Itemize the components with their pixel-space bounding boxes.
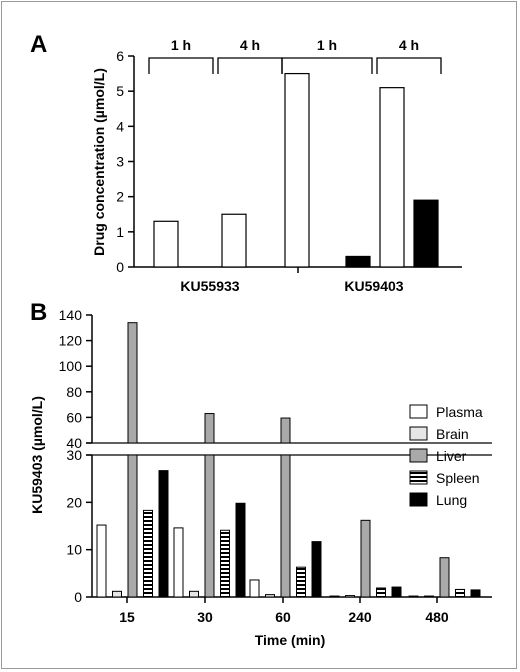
a-bar-ku55933-4h-open xyxy=(221,213,247,268)
a-y-tick-label: 1 xyxy=(116,224,124,240)
a-group-label: KU59403 xyxy=(344,278,403,294)
a-bar-ku59403-1h-filled xyxy=(345,255,371,268)
a-bar-ku59403-4h-filled xyxy=(413,199,439,268)
a-bar-ku55933-1h-open xyxy=(153,220,179,268)
a-time-bracket xyxy=(281,57,373,74)
a-time-label: 4 h xyxy=(240,37,260,53)
a-y-tick-label: 4 xyxy=(116,118,124,134)
chart-panel-a: A 0 1 2 3 4 5 6 1 h 4 h 1 h 4 h KU55933 KU59403 Drug … xyxy=(30,31,462,294)
panel-a-letter: A xyxy=(30,31,47,58)
a-y-tick-label: 3 xyxy=(116,154,124,170)
a-y-axis-label: Drug concentration (µmol/L) xyxy=(91,68,107,256)
a-time-label: 1 h xyxy=(317,37,337,53)
a-time-bracket xyxy=(217,57,283,74)
a-time-bracket xyxy=(376,57,442,74)
a-time-label: 4 h xyxy=(399,37,419,53)
a-y-tick-label: 6 xyxy=(116,48,124,64)
a-group-label: KU55933 xyxy=(180,278,239,294)
a-y-tick-label: 0 xyxy=(116,259,124,275)
a-y-tick-label: 5 xyxy=(116,83,124,99)
a-bar-ku59403-4h-open xyxy=(379,87,405,268)
a-time-label: 1 h xyxy=(171,37,191,53)
a-time-bracket xyxy=(148,57,214,74)
a-bar-ku59403-1h-open xyxy=(284,72,310,268)
a-y-tick-label: 2 xyxy=(116,189,124,205)
